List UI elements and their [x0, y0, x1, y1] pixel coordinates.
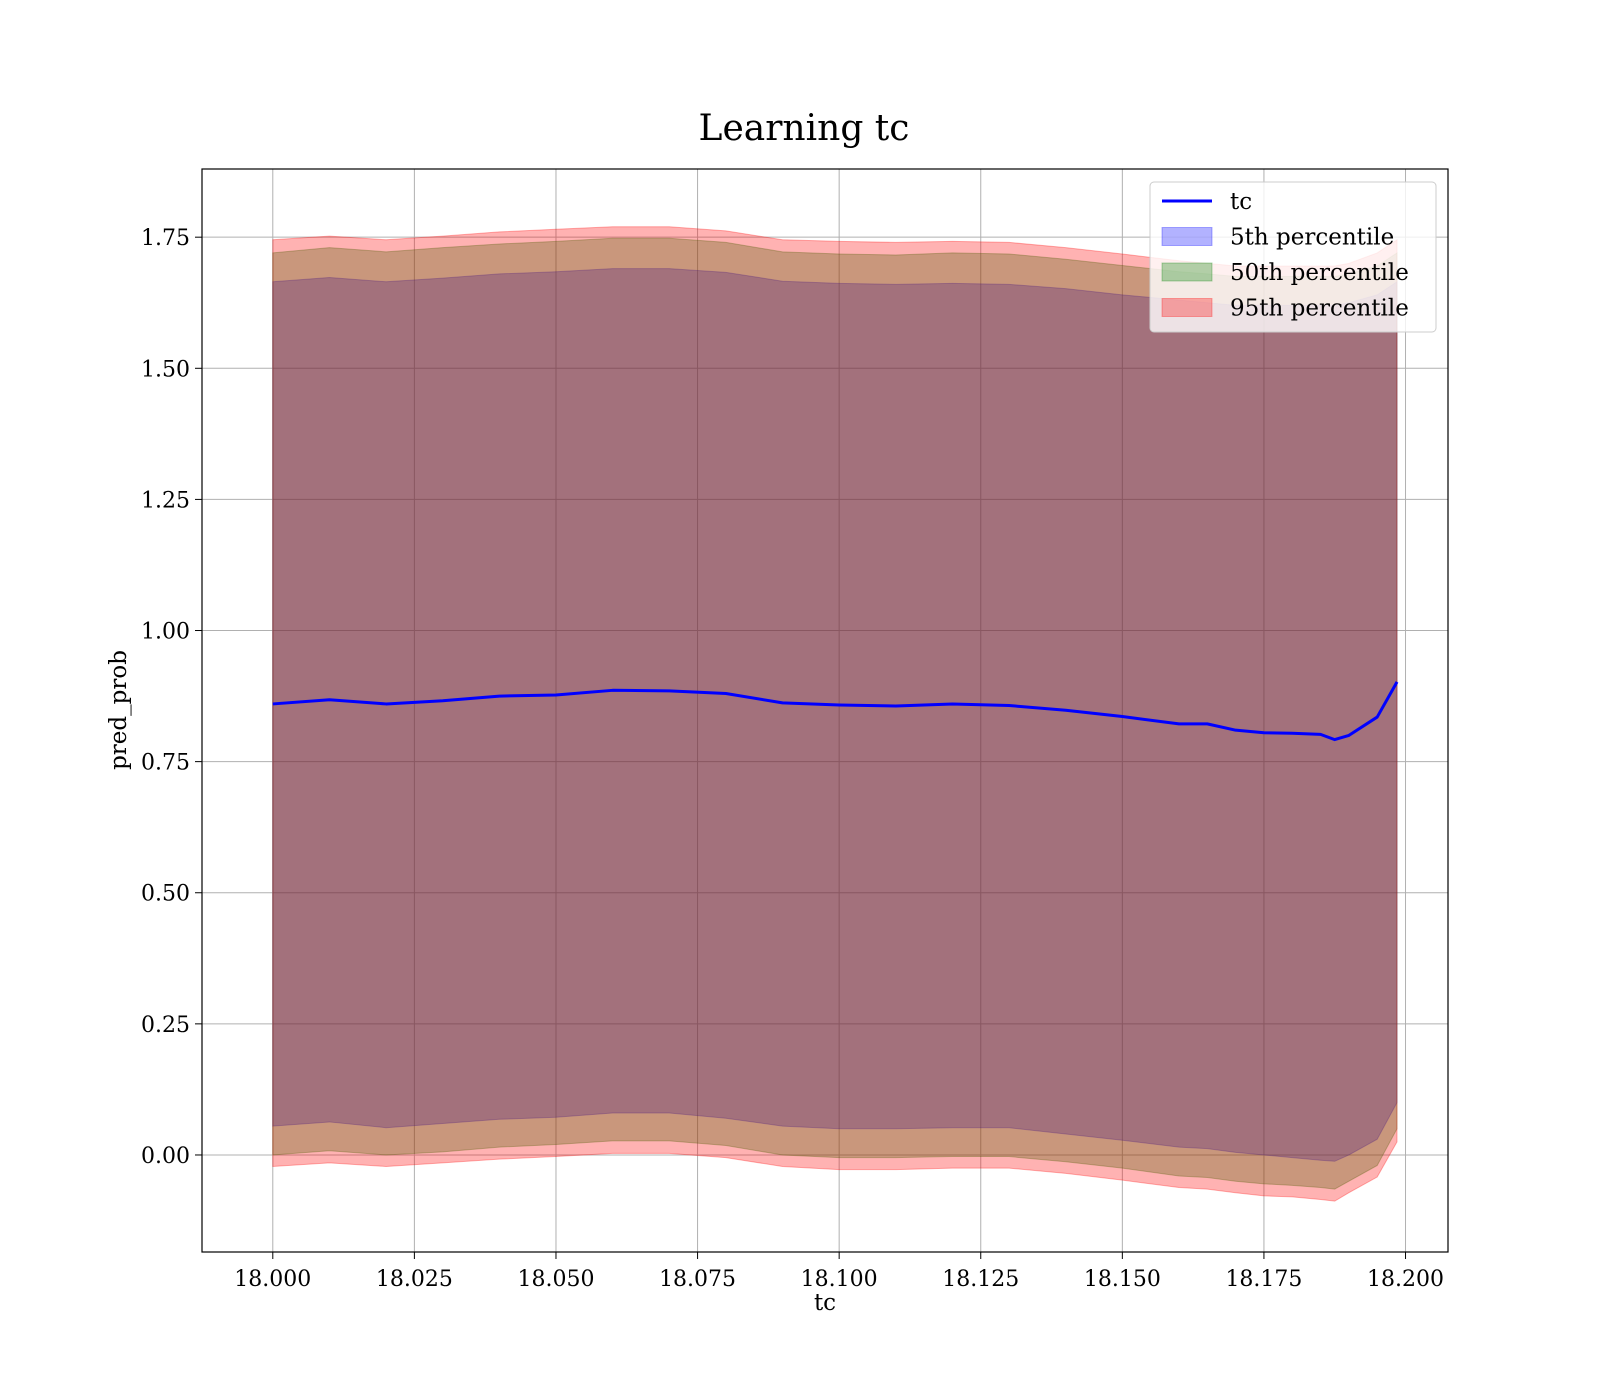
y-axis-label: pred_prob: [106, 650, 132, 770]
series-line-0: [272, 681, 1399, 742]
x-tick-label: 18.075: [659, 1267, 736, 1292]
y-tick-label: 0.00: [141, 1144, 190, 1169]
lines: [272, 681, 1399, 742]
band-1: [272, 268, 1398, 1162]
legend-swatch: [1161, 227, 1213, 246]
legend-label: 95th percentile: [1230, 296, 1409, 322]
legend-label: tc: [1230, 189, 1252, 215]
legend-label: 5th percentile: [1230, 225, 1394, 251]
x-axis-ticks: 18.000 18.025 18.050 18.075 18.100 18.125 18.1…: [234, 1252, 1444, 1292]
x-tick-label: 18.050: [517, 1267, 594, 1292]
y-tick-label: 0.25: [141, 1013, 190, 1038]
grid: [202, 169, 1448, 1252]
x-tick-label: 18.025: [376, 1267, 453, 1292]
y-axis-ticks: 0.00 0.25 0.50 0.75 1.00 1.25 1.50 1.75: [141, 226, 202, 1169]
x-tick-label: 18.100: [801, 1267, 878, 1292]
x-axis-label: tc: [814, 1290, 836, 1316]
y-tick-label: 0.75: [141, 751, 190, 776]
x-tick-label: 18.150: [1084, 1267, 1161, 1292]
legend-swatch: [1161, 262, 1213, 282]
legend-frame: [1149, 181, 1437, 333]
legend: tc 5th percentile 50th percentile 95th perc…: [1149, 181, 1437, 333]
x-tick-label: 18.200: [1367, 1267, 1444, 1292]
x-tick-label: 18.125: [942, 1267, 1019, 1292]
plot-frame: [201, 168, 1449, 1253]
chart-title: Learning tc: [699, 108, 910, 149]
bands: [272, 226, 1398, 1202]
y-tick-label: 0.50: [141, 882, 190, 907]
band-3: [272, 226, 1398, 1202]
y-tick-label: 1.50: [141, 357, 190, 382]
legend-swatch: [1161, 298, 1213, 317]
x-tick-label: 18.000: [234, 1267, 311, 1292]
legend-label: 50th percentile: [1230, 260, 1409, 286]
y-tick-label: 1.75: [141, 226, 190, 251]
x-tick-label: 18.175: [1225, 1267, 1302, 1292]
band-2: [272, 237, 1398, 1190]
y-tick-label: 1.00: [141, 620, 190, 645]
y-tick-label: 1.25: [141, 488, 190, 513]
